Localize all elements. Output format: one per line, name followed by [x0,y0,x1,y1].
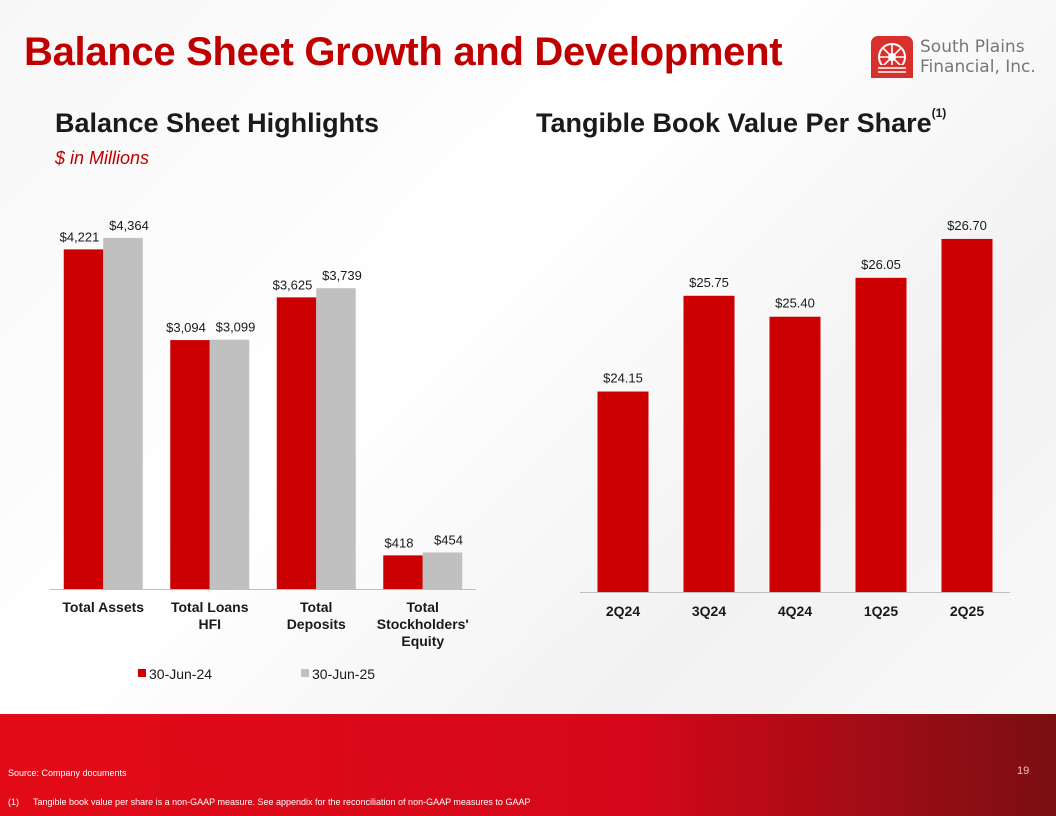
data-label: $24.15 [603,371,643,386]
bar [683,295,735,592]
page-number: 19 [1017,765,1030,777]
x-tick-label: HFI [198,616,221,632]
bar [769,316,821,592]
x-tick-label: 4Q24 [778,603,812,619]
units-note: $ in Millions [55,148,150,168]
data-label: $3,094 [166,320,206,335]
x-tick-label: 1Q25 [864,603,898,619]
legend-swatch [138,669,146,677]
logo-line-1: South Plains [920,37,1025,57]
x-tick-label: Stockholders' [377,616,469,632]
tbvps-chart: $24.15 2Q24 $25.75 3Q24 $25.40 4Q24 $26.05 1Q25… [580,218,1010,619]
logo-wordmark: South Plains Financial, Inc. [920,37,1036,77]
bar [316,288,356,589]
page-title: Balance Sheet Growth and Development [24,30,783,74]
footnote-marker: (1) [931,106,947,120]
data-label: $3,739 [322,268,362,283]
bar [209,339,250,589]
bar [941,238,993,592]
data-label: $454 [434,532,463,547]
bar [63,249,104,589]
legend-swatch [301,669,309,677]
company-logo: South Plains Financial, Inc. [870,35,1040,81]
data-label: $4,221 [60,229,100,244]
data-label: $26.05 [861,257,901,272]
bar [855,277,907,592]
data-label: $4,364 [109,218,149,233]
data-label: $25.75 [689,275,729,290]
footnote: (1) Tangible book value per share is a no… [8,797,530,807]
data-label: $3,625 [273,277,313,292]
left-panel-heading: Balance Sheet Highlights [55,108,380,138]
bar [597,391,649,592]
x-tick-label: 2Q24 [606,603,640,619]
footnote-text: Tangible book value per share is a non-G… [33,797,531,807]
logo-line-2: Financial, Inc. [920,57,1036,77]
bar [383,555,423,589]
x-tick-label: 2Q25 [950,603,984,619]
right-panel-heading: Tangible Book Value Per Share(1) [536,106,947,139]
x-tick-label: Deposits [287,616,346,632]
bar [422,552,463,589]
bar [103,237,143,589]
legend-label: 30-Jun-24 [149,666,212,682]
data-label: $25.40 [775,296,815,311]
bar [170,340,210,589]
bar [276,297,317,589]
balance-sheet-chart: $4,221 $4,364 Total Assets $3,094 $3,099 Tota… [50,218,476,682]
footnote-number: (1) [8,797,19,807]
logo-mark-icon [871,36,913,78]
x-tick-label: Equity [401,633,444,649]
source-note: Source: Company documents [8,768,127,778]
x-tick-label: Total Assets [62,599,144,615]
footer-band [0,714,1056,816]
data-label: $418 [385,535,414,550]
legend-label: 30-Jun-25 [312,666,375,682]
x-tick-label: Total [407,599,439,615]
right-panel-heading-text: Tangible Book Value Per Share [536,108,932,138]
data-label: $3,099 [216,320,256,335]
data-label: $26.70 [947,218,987,233]
x-tick-label: 3Q24 [692,603,726,619]
x-tick-label: Total Loans [171,599,249,615]
x-tick-label: Total [300,599,332,615]
